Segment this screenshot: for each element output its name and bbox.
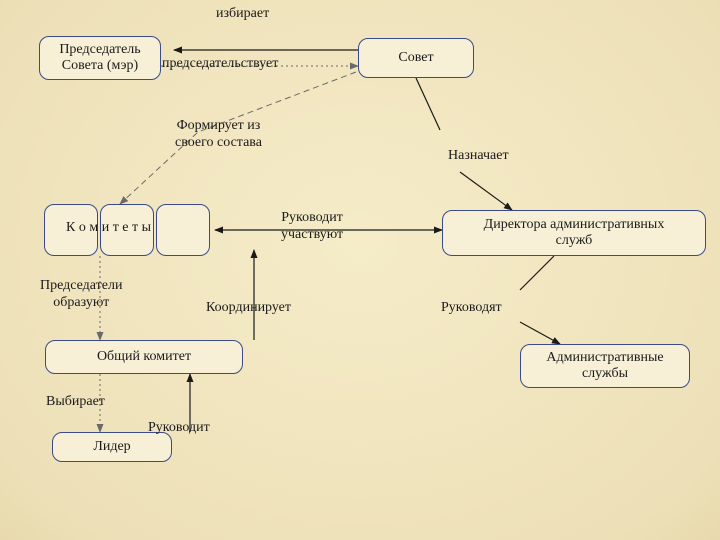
node-directors: Директора административных служб xyxy=(442,210,706,256)
node-committee3 xyxy=(156,204,210,256)
node-admin_services: Административные службы xyxy=(520,344,690,388)
edge xyxy=(460,172,512,210)
edge xyxy=(520,322,560,344)
label-manage: Руководят xyxy=(441,300,502,317)
label-leads_participate: Руководит участвуют xyxy=(281,210,343,244)
label-presides: председательствует xyxy=(162,56,278,73)
label-committees_title: К о м и т е т ы xyxy=(66,220,151,237)
label-coordinates: Координирует xyxy=(206,300,291,317)
label-forms: Формирует из своего состава xyxy=(175,118,262,152)
label-chairs_form: Председатели образуют xyxy=(40,278,122,312)
label-appoints: Назначает xyxy=(448,148,509,165)
node-chair: Председатель Совета (мэр) xyxy=(39,36,161,80)
edge xyxy=(520,256,554,290)
label-leads2: Руководит xyxy=(148,420,210,437)
label-elects: избирает xyxy=(216,6,269,23)
edge xyxy=(416,78,440,130)
diagram-canvas: Председатель Совета (мэр) Совет Директора … xyxy=(0,0,720,540)
node-general_committee: Общий комитет xyxy=(45,340,243,374)
node-council: Совет xyxy=(358,38,474,78)
label-selects: Выбирает xyxy=(46,394,105,411)
